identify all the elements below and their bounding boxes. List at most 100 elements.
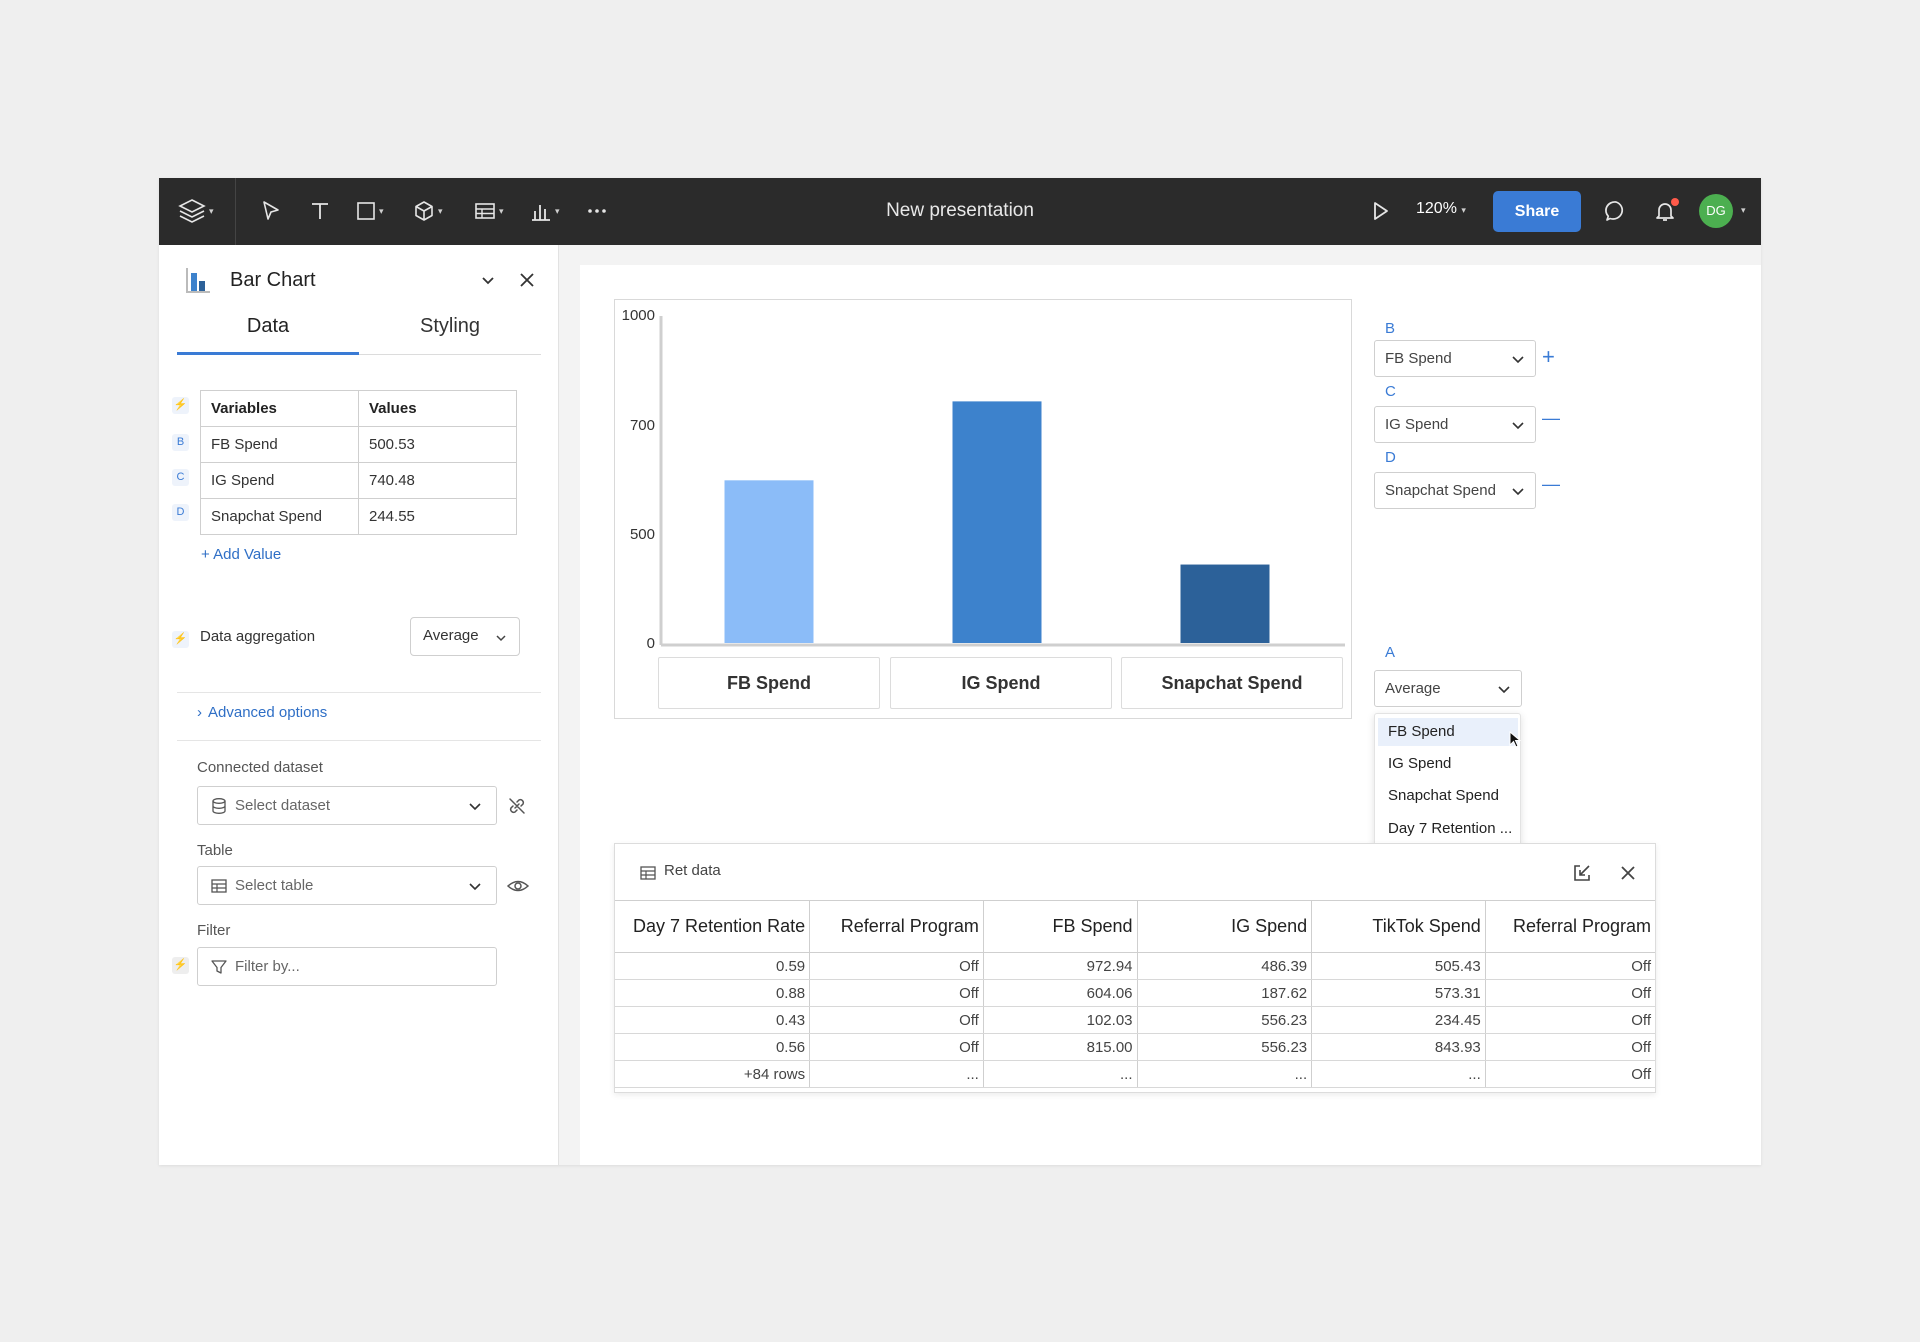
collapse-panel-chevron-icon[interactable] xyxy=(480,272,496,288)
notification-badge xyxy=(1671,198,1679,206)
table-row[interactable]: 0.56 Off 815.00 556.23 843.93 Off xyxy=(615,1033,1655,1061)
bar[interactable] xyxy=(1180,564,1270,643)
table-cell: 0.59 xyxy=(615,952,811,980)
variable-value[interactable]: 500.53 xyxy=(358,426,517,463)
chevron-down-icon xyxy=(469,883,481,891)
dropdown-option[interactable]: IG Spend xyxy=(1388,755,1452,772)
column-header[interactable]: TikTok Spend xyxy=(1311,900,1486,953)
play-icon xyxy=(1374,202,1388,220)
notifications-button[interactable] xyxy=(1653,196,1677,226)
select-tool-button[interactable] xyxy=(259,196,283,226)
table-cell: 815.00 xyxy=(983,1033,1138,1061)
table-cell: Off xyxy=(1485,1060,1655,1088)
pop-out-icon[interactable] xyxy=(1571,862,1593,884)
x-category-label[interactable]: IG Spend xyxy=(890,657,1112,709)
table-row[interactable]: Snapchat Spend 244.55 xyxy=(200,498,517,535)
more-rows-indicator[interactable]: +84 rows xyxy=(615,1060,811,1088)
3d-tool-button[interactable]: ▾ xyxy=(412,196,443,226)
close-panel-icon[interactable] xyxy=(518,271,536,289)
mapping-select-c[interactable]: IG Spend xyxy=(1374,406,1536,443)
table-cell: 234.45 xyxy=(1311,1006,1486,1034)
lightning-icon[interactable]: ⚡ xyxy=(172,957,189,974)
lightning-icon[interactable]: ⚡ xyxy=(172,397,189,414)
dropdown-option[interactable]: Snapchat Spend xyxy=(1388,787,1499,804)
column-header[interactable]: Day 7 Retention Rate xyxy=(615,900,811,953)
chevron-down-icon: ▾ xyxy=(438,205,443,216)
add-value-button[interactable]: + Add Value xyxy=(201,546,282,563)
zoom-level: 120% xyxy=(1416,200,1457,217)
close-icon[interactable] xyxy=(1619,864,1637,882)
comments-button[interactable] xyxy=(1604,196,1628,226)
aggregate-dropdown-menu: FB Spend IG Spend Snapchat Spend Day 7 R… xyxy=(1374,713,1521,848)
table-cell: 972.94 xyxy=(983,952,1138,980)
variable-name[interactable]: IG Spend xyxy=(200,462,359,499)
divider xyxy=(177,692,541,693)
lightning-icon[interactable]: ⚡ xyxy=(172,631,189,648)
x-category-label[interactable]: Snapchat Spend xyxy=(1121,657,1343,709)
dropdown-option[interactable]: Day 7 Retention ... xyxy=(1388,820,1513,837)
add-series-button[interactable]: + xyxy=(1542,344,1555,369)
row-tag-b: B xyxy=(172,434,189,451)
table-row[interactable]: FB Spend 500.53 xyxy=(200,426,517,463)
bar-chart[interactable]: 1000 700 500 0 FB Spend IG Spend Snapcha… xyxy=(614,299,1352,719)
bar[interactable] xyxy=(724,480,814,643)
text-tool-button[interactable] xyxy=(308,196,332,226)
unlink-icon[interactable] xyxy=(507,796,527,816)
dropdown-option[interactable]: FB Spend xyxy=(1378,718,1518,746)
filter-input[interactable]: Filter by... xyxy=(197,947,497,986)
table-cell: 0.56 xyxy=(615,1033,811,1061)
variable-name[interactable]: Snapchat Spend xyxy=(200,498,359,535)
advanced-options-label: Advanced options xyxy=(208,704,328,721)
table-tool-button[interactable]: ▾ xyxy=(473,196,504,226)
bar[interactable] xyxy=(952,401,1042,643)
table-row[interactable]: 0.88 Off 604.06 187.62 573.31 Off xyxy=(615,979,1655,1007)
divider xyxy=(177,740,541,741)
table-row[interactable]: 0.59 Off 972.94 486.39 505.43 Off xyxy=(615,952,1655,980)
tab-data[interactable]: Data xyxy=(246,315,290,337)
data-table: Day 7 Retention Rate Referral Program FB… xyxy=(615,900,1655,1088)
column-header[interactable]: IG Spend xyxy=(1137,900,1313,953)
chevron-down-icon: ▾ xyxy=(499,205,504,216)
user-avatar[interactable]: DG xyxy=(1699,194,1733,228)
present-button[interactable] xyxy=(1369,196,1391,226)
remove-series-button[interactable]: — xyxy=(1542,474,1560,494)
variable-value[interactable]: 740.48 xyxy=(358,462,517,499)
variable-name[interactable]: FB Spend xyxy=(200,426,359,463)
aggregate-value: Average xyxy=(1385,680,1441,697)
column-header[interactable]: Referral Program xyxy=(809,900,984,953)
aggregation-select[interactable]: Average xyxy=(410,617,520,656)
table-select[interactable]: Select table xyxy=(197,866,497,905)
mapping-label-a: A xyxy=(1385,644,1396,661)
aggregate-select[interactable]: Average xyxy=(1374,670,1522,707)
dataset-select[interactable]: Select dataset xyxy=(197,786,497,825)
x-category-label[interactable]: FB Spend xyxy=(658,657,880,709)
mapping-label-d: D xyxy=(1385,449,1396,466)
mapping-select-b[interactable]: FB Spend xyxy=(1374,340,1536,377)
column-header[interactable]: Referral Program xyxy=(1485,900,1655,953)
table-header-row: Day 7 Retention Rate Referral Program FB… xyxy=(615,900,1655,953)
mapping-select-d[interactable]: Snapchat Spend xyxy=(1374,472,1536,509)
table-cell: ... xyxy=(1137,1060,1313,1088)
table-cell: 573.31 xyxy=(1311,979,1486,1007)
more-tools-button[interactable] xyxy=(586,196,608,226)
layers-menu-button[interactable]: ▾ xyxy=(177,196,214,226)
zoom-menu[interactable]: 120% ▾ xyxy=(1416,200,1466,218)
account-menu-chevron-icon[interactable]: ▾ xyxy=(1741,205,1746,215)
aggregation-label: Data aggregation xyxy=(200,628,316,645)
advanced-options-toggle[interactable]: › Advanced options xyxy=(197,704,327,721)
table-row[interactable]: +84 rows ... ... ... ... Off xyxy=(615,1060,1655,1088)
rectangle-icon xyxy=(357,202,375,220)
eye-icon[interactable] xyxy=(507,876,529,896)
data-preview-panel: Ret data Day 7 Retention Rate Referral P… xyxy=(614,843,1656,1093)
table-row[interactable]: 0.43 Off 102.03 556.23 234.45 Off xyxy=(615,1006,1655,1034)
tab-styling[interactable]: Styling xyxy=(419,315,481,337)
column-header[interactable]: FB Spend xyxy=(983,900,1138,953)
remove-series-button[interactable]: — xyxy=(1542,408,1560,428)
shape-tool-button[interactable]: ▾ xyxy=(355,196,384,226)
variable-value[interactable]: 244.55 xyxy=(358,498,517,535)
share-button[interactable]: Share xyxy=(1493,191,1581,232)
table-cell: 843.93 xyxy=(1311,1033,1486,1061)
chart-tool-button[interactable]: ▾ xyxy=(529,196,560,226)
table-row[interactable]: IG Spend 740.48 xyxy=(200,462,517,499)
column-header: Values xyxy=(358,390,517,427)
